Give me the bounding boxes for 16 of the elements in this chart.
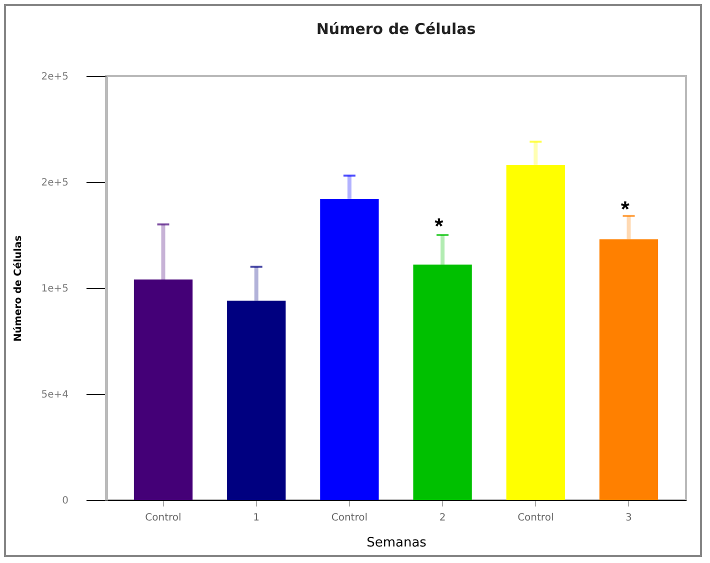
y-tick-label: 2e+5 [41,178,68,188]
y-tick-label: 0 [62,496,68,506]
x-tick-label: 3 [626,512,632,524]
y-axis-title: Número de Células [13,235,24,342]
x-tick-label: 1 [253,512,260,524]
x-tick-label: Control [518,512,554,524]
y-tick-label: 1e+5 [41,284,68,294]
y-tick-label: 2e+5 [41,72,68,82]
x-tick-label: Control [145,512,182,524]
x-tick-label: Control [331,512,368,524]
annotation: * [620,196,630,222]
chart-title: Número de Células [316,20,476,38]
annotation: * [434,213,444,238]
x-axis-title: Semanas [366,536,427,550]
y-tick-label: 5e+4 [41,390,68,400]
x-tick-label: 2 [439,512,446,524]
